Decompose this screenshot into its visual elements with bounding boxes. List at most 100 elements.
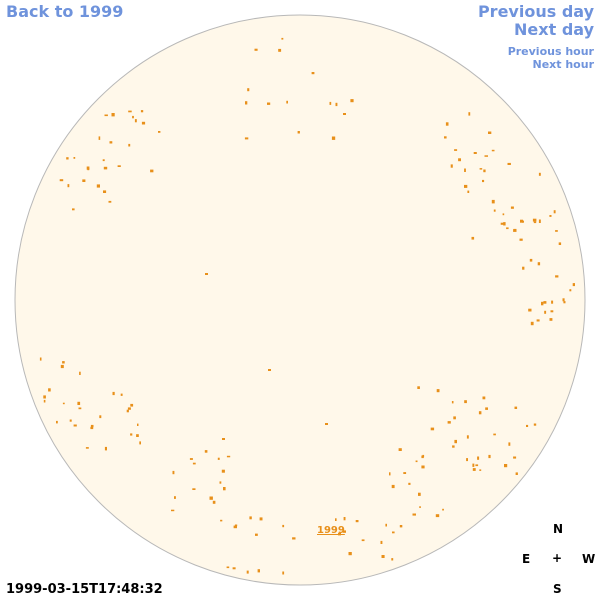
back-to-year-link[interactable]: Back to 1999 — [6, 2, 124, 21]
sky-marker — [109, 141, 113, 144]
sky-marker — [192, 462, 196, 465]
sky-marker — [472, 463, 475, 467]
sky-marker — [212, 500, 216, 504]
sky-marker — [43, 395, 46, 399]
sky-marker — [491, 149, 495, 152]
sky-marker — [408, 482, 411, 485]
sky-marker — [325, 423, 328, 425]
sky-marker — [137, 423, 139, 426]
sky-marker — [515, 472, 518, 475]
sky-marker — [562, 298, 565, 302]
sky-marker — [286, 100, 288, 104]
sky-marker — [435, 514, 440, 518]
sky-marker — [77, 401, 81, 405]
sky-marker — [569, 289, 572, 292]
sky-marker — [451, 401, 454, 404]
sky-marker — [398, 448, 402, 451]
sky-marker — [555, 275, 559, 278]
sky-marker — [454, 149, 458, 151]
sky-marker — [128, 143, 131, 147]
sky-marker — [150, 169, 154, 173]
sky-marker — [544, 310, 547, 314]
sky-marker — [503, 222, 506, 226]
sky-marker — [117, 165, 121, 167]
sky-marker — [111, 113, 115, 117]
sky-marker — [551, 300, 554, 304]
sky-marker — [355, 520, 359, 523]
sky-marker — [385, 523, 387, 527]
sky-marker — [399, 525, 403, 528]
sky-marker — [526, 424, 529, 427]
sky-marker — [78, 407, 82, 410]
sky-marker — [158, 131, 161, 133]
sky-marker — [259, 517, 263, 521]
sky-marker — [62, 361, 65, 364]
sky-marker — [267, 102, 271, 105]
sky-marker — [504, 464, 508, 468]
sky-marker — [458, 158, 461, 162]
sky-marker — [491, 199, 495, 204]
next-hour-link[interactable]: Next hour — [532, 58, 595, 71]
sky-marker — [444, 136, 447, 139]
sky-marker — [541, 301, 544, 306]
sky-marker — [528, 308, 532, 312]
sky-marker — [82, 179, 86, 182]
sky-marker — [464, 168, 466, 172]
sky-marker — [329, 101, 332, 105]
sky-marker — [452, 445, 455, 448]
sky-marker — [502, 213, 505, 216]
sky-marker — [488, 454, 491, 459]
sky-marker — [550, 310, 554, 313]
year-marker-link[interactable]: 1999 — [317, 525, 345, 536]
sky-marker — [471, 236, 475, 240]
sky-marker — [361, 539, 365, 542]
sky-marker — [103, 166, 108, 170]
sky-marker — [538, 172, 541, 176]
sky-marker — [412, 513, 416, 516]
sky-marker — [530, 321, 534, 326]
next-day-link[interactable]: Next day — [514, 20, 594, 39]
sky-marker — [141, 121, 146, 125]
sky-marker — [90, 424, 94, 428]
sky-marker — [555, 230, 558, 232]
sky-marker — [343, 113, 346, 115]
previous-hour-link[interactable]: Previous hour — [507, 45, 594, 58]
sky-marker — [254, 48, 258, 51]
sky-marker — [244, 137, 249, 140]
sky-marker — [537, 262, 541, 266]
sky-marker — [529, 258, 533, 262]
sky-marker — [139, 441, 141, 445]
sky-marker — [204, 450, 208, 453]
sky-marker — [171, 509, 175, 512]
sky-marker — [219, 481, 222, 484]
sky-marker — [422, 454, 425, 458]
sky-marker — [415, 460, 418, 463]
sky-marker — [485, 407, 488, 410]
sky-marker — [543, 301, 547, 304]
sky-marker — [69, 419, 72, 422]
sky-marker — [246, 570, 249, 574]
sky-marker — [98, 136, 101, 140]
sky-marker — [467, 190, 470, 193]
sky-marker — [510, 206, 514, 209]
sky-marker — [522, 266, 525, 270]
sky-marker — [278, 48, 282, 52]
sky-marker — [72, 208, 75, 211]
sky-marker — [189, 458, 193, 460]
sky-marker — [417, 386, 420, 389]
sky-marker — [484, 155, 488, 157]
sky-marker — [493, 433, 496, 436]
sky-marker — [464, 184, 468, 188]
sky-marker — [282, 571, 285, 575]
sky-marker — [59, 179, 64, 182]
sky-marker — [507, 162, 511, 165]
sky-marker — [389, 472, 391, 476]
compass-east: E — [522, 552, 531, 566]
sky-marker — [311, 72, 315, 75]
sky-marker — [342, 530, 346, 533]
sky-marker — [234, 524, 238, 527]
sky-disc-circle — [14, 14, 586, 586]
sky-marker — [103, 190, 107, 193]
sky-marker — [338, 532, 341, 536]
previous-day-link[interactable]: Previous day — [477, 2, 594, 21]
